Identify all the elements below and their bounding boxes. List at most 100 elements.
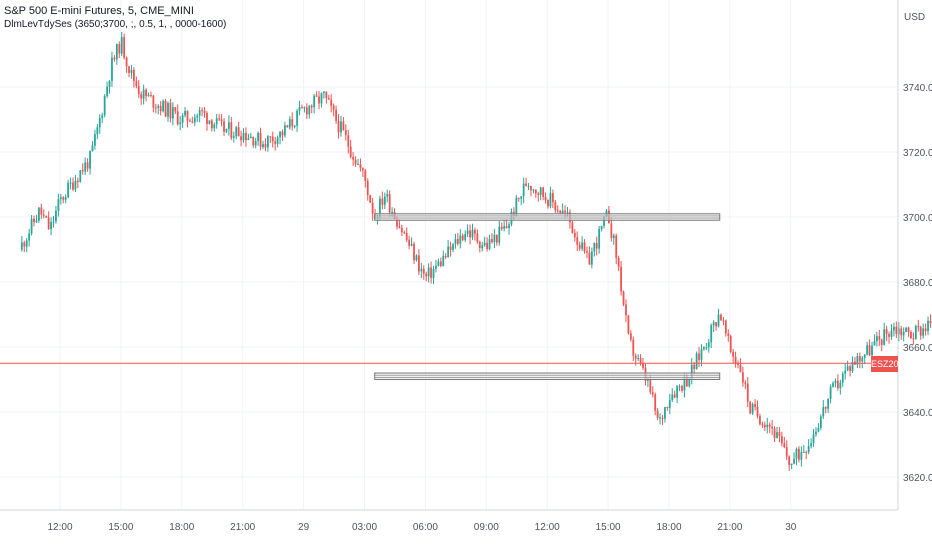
candle-body (415, 255, 418, 261)
candle-body (388, 194, 391, 213)
candle-body (634, 355, 637, 359)
candle-body (115, 44, 118, 60)
candle-body (549, 193, 552, 207)
candle-body (498, 226, 501, 243)
candle-body (186, 110, 189, 121)
candle-body (106, 86, 108, 97)
candle-body (661, 417, 664, 419)
candle-body (703, 347, 705, 350)
candle-body (408, 239, 411, 246)
level-band[interactable] (374, 372, 721, 380)
candle-body (751, 403, 754, 414)
candle-body (469, 230, 471, 238)
candle-body (154, 107, 157, 109)
candle-body (500, 226, 503, 229)
candle-body (824, 406, 827, 409)
candle-body (137, 86, 140, 95)
candle-body (215, 118, 218, 125)
price-axis-unit: USD (904, 12, 926, 23)
candle-body (727, 333, 730, 336)
candle-body (91, 145, 94, 152)
candle-body (829, 386, 832, 399)
candle-body (413, 243, 415, 261)
candle-body (371, 202, 374, 214)
candle-body (240, 136, 242, 141)
candle-body (159, 105, 162, 112)
candle-body (695, 353, 698, 369)
candle-body (64, 197, 67, 200)
candle-body (369, 195, 372, 203)
price-tick-label: 3680.00 (903, 278, 932, 289)
candle-body (130, 69, 133, 73)
candle-body (383, 196, 386, 205)
candle-body (20, 242, 23, 250)
candle-body (488, 239, 491, 249)
level-band[interactable] (374, 213, 721, 221)
candle-body (693, 364, 696, 369)
candle-body (325, 91, 328, 99)
candle-body (140, 94, 143, 99)
candle-body (724, 320, 727, 334)
candle-body (805, 451, 808, 453)
candle-body (897, 328, 900, 335)
candle-body (349, 146, 352, 157)
candle-body (344, 130, 347, 136)
candle-body (113, 57, 116, 60)
time-axis[interactable]: 12:00 15:00 18:00 21:00 29 03:00 06:00 09:00 12:… (47, 522, 796, 533)
candle-body (171, 107, 174, 119)
candle-body (169, 103, 172, 119)
time-tick-label: 29 (298, 522, 310, 533)
candle-body (164, 100, 167, 117)
candle-body (905, 327, 908, 332)
candle-body (622, 291, 625, 305)
candle-body (310, 105, 313, 108)
candle-body (437, 261, 440, 266)
candle-body (296, 110, 299, 126)
candle-body (257, 132, 260, 141)
candle-body (495, 234, 498, 243)
candle-body (834, 380, 837, 384)
candle-body (157, 105, 160, 108)
candle-body (749, 401, 752, 414)
candle-body (208, 120, 211, 124)
candle-body (176, 111, 179, 125)
candle-body (128, 66, 130, 73)
candle-body (578, 244, 581, 249)
price-tick-label: 3660.00 (903, 343, 932, 354)
candle-body (632, 339, 635, 356)
indicator-title[interactable]: DlmLevTdySes (3650;3700, ;, 0.5, 1, , 00… (4, 19, 227, 30)
candle-body (715, 322, 717, 327)
candle-body (452, 244, 454, 250)
candle-body (910, 332, 912, 339)
candle-body (783, 443, 786, 447)
candle-body (761, 424, 764, 426)
candle-body (583, 242, 586, 252)
candle-body (271, 136, 274, 142)
candle-body (885, 329, 888, 335)
candle-body (705, 347, 708, 349)
time-tick-label: 18:00 (169, 522, 194, 533)
candle-body (739, 364, 742, 373)
candle-body (491, 239, 493, 243)
candle-body (656, 410, 659, 418)
candles-layer (20, 31, 932, 471)
candle-body (778, 432, 781, 437)
price-tick-label: 3620.00 (903, 473, 932, 484)
candle-body (841, 373, 844, 383)
time-tick-label: 12:00 (47, 522, 72, 533)
candle-body (654, 394, 657, 411)
price-axis[interactable]: 3740.00 3720.00 3700.00 3680.00 3660.00 3640.… (903, 83, 932, 484)
candle-body (547, 199, 549, 207)
candle-body (681, 386, 683, 391)
current-price-label: ESZ2022 (871, 356, 909, 372)
candle-body (28, 233, 31, 241)
candle-body (914, 325, 917, 339)
candle-body (912, 338, 915, 340)
candle-body (308, 105, 311, 115)
candle-body (50, 221, 52, 230)
candle-body (40, 207, 43, 215)
symbol-title[interactable]: S&P 500 E-mini Futures, 5, CME_MINI (4, 5, 194, 17)
candle-body (206, 112, 208, 124)
candle-body (252, 136, 255, 146)
